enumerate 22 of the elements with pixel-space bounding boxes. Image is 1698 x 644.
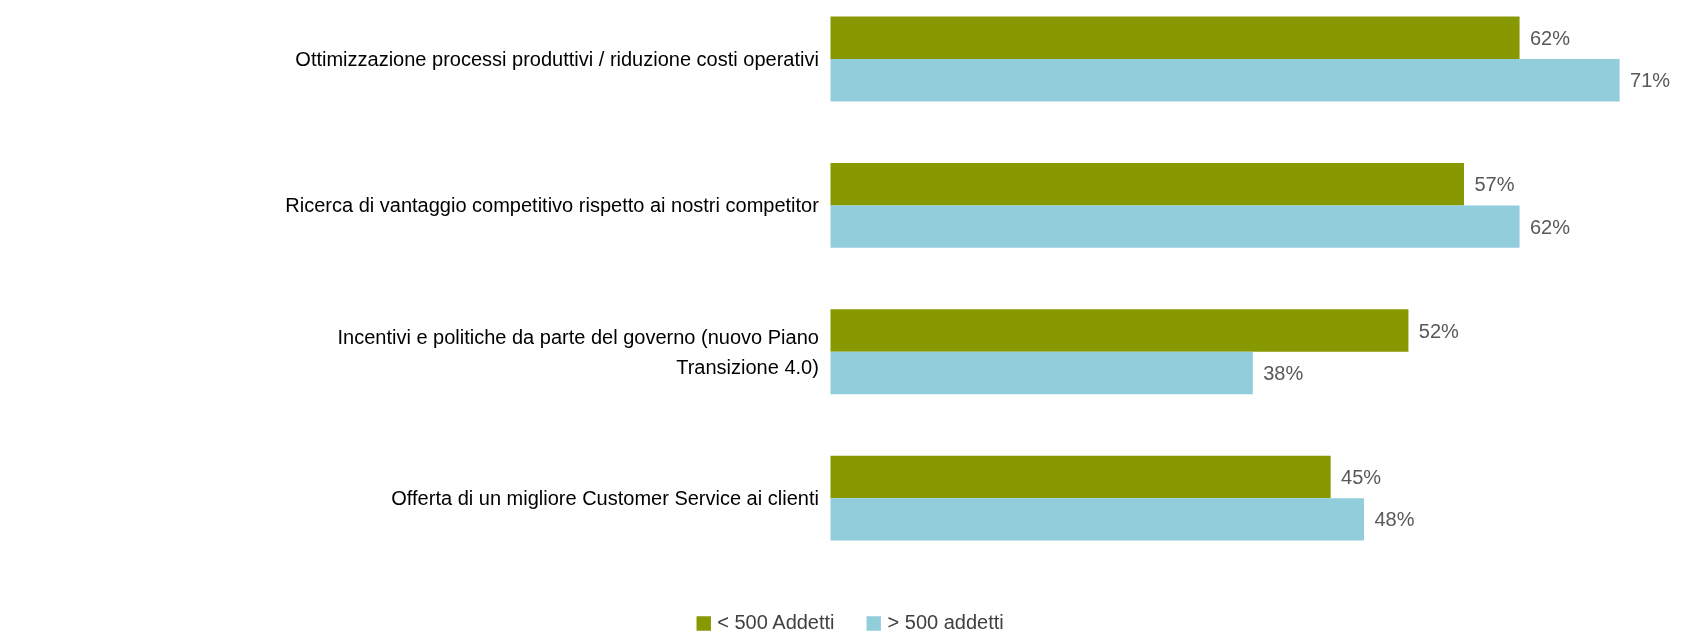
- data-label: 38%: [1263, 362, 1304, 384]
- bar: [830, 162, 1464, 206]
- data-label: 57%: [1474, 173, 1515, 196]
- data-label: 48%: [1374, 508, 1415, 531]
- bar: [830, 498, 1364, 541]
- legend-label: > 500 addetti: [887, 611, 1004, 634]
- data-label: 52%: [1418, 319, 1460, 342]
- data-label: 45%: [1341, 465, 1382, 488]
- bar: [830, 309, 1409, 352]
- y-tick-label: Ottimizzazione processi produttivi / riduzione costi operativi: [295, 48, 819, 71]
- bar: [830, 16, 1520, 60]
- data-label: 62%: [1529, 215, 1571, 238]
- bar: [830, 59, 1620, 102]
- legend-label: < 500 Addetti: [717, 611, 835, 634]
- bar: [830, 351, 1253, 395]
- bar: [830, 205, 1520, 248]
- bar: [830, 455, 1331, 499]
- data-label: 62%: [1529, 26, 1571, 49]
- y-tick-label: Offerta di un migliore Customer Service ai clienti: [391, 487, 819, 510]
- data-label: 71%: [1630, 69, 1671, 92]
- y-tick-label: Ricerca di vantaggio competitivo rispetto ai nostri competitor: [285, 194, 820, 217]
- y-tick-label: Incentivi e politiche da parte del governo (nuovo Piano Transizione 4.0): [337, 325, 819, 378]
